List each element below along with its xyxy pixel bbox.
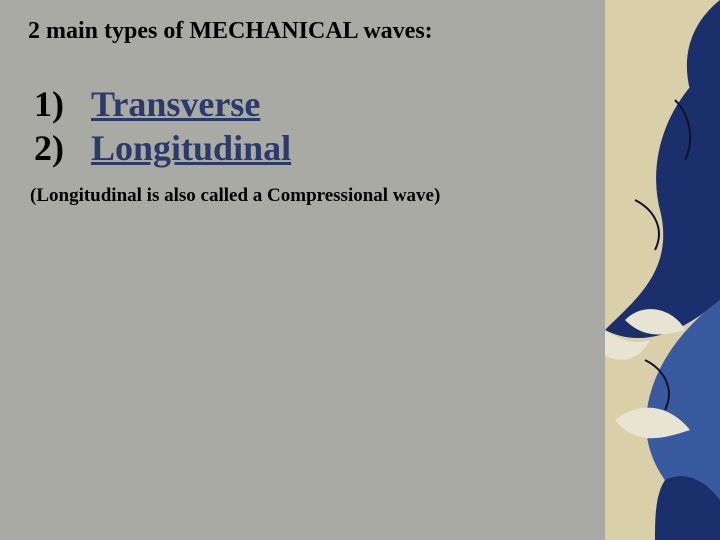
list-item: 1) Transverse [34,83,585,127]
slide-note: (Longitudinal is also called a Compressi… [30,185,585,207]
content-area: 2 main types of MECHANICAL waves: 1) Tra… [0,0,605,540]
list-label: Transverse [91,84,260,124]
slide: 2 main types of MECHANICAL waves: 1) Tra… [0,0,720,540]
list-item: 2) Longitudinal [34,127,585,171]
slide-heading: 2 main types of MECHANICAL waves: [28,18,585,45]
list-label: Longitudinal [91,128,291,168]
wave-art-icon [605,0,720,540]
list-number: 1) [34,84,64,124]
wave-decoration [605,0,720,540]
list-number: 2) [34,128,64,168]
wave-types-list: 1) Transverse 2) Longitudinal [34,83,585,171]
